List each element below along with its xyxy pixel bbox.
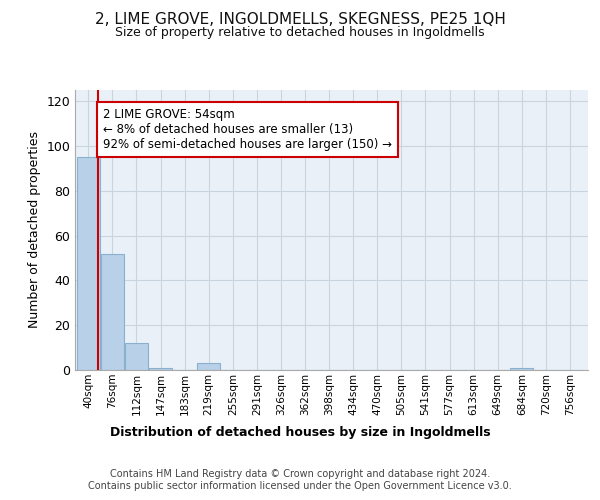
Text: Contains HM Land Registry data © Crown copyright and database right 2024.: Contains HM Land Registry data © Crown c… bbox=[110, 469, 490, 479]
Text: 2, LIME GROVE, INGOLDMELLS, SKEGNESS, PE25 1QH: 2, LIME GROVE, INGOLDMELLS, SKEGNESS, PE… bbox=[95, 12, 505, 28]
Bar bbox=[77, 157, 100, 370]
Bar bbox=[149, 368, 172, 370]
Bar bbox=[197, 364, 220, 370]
Bar bbox=[125, 343, 148, 370]
Bar bbox=[101, 254, 124, 370]
Bar bbox=[511, 368, 533, 370]
Text: 2 LIME GROVE: 54sqm
← 8% of detached houses are smaller (13)
92% of semi-detache: 2 LIME GROVE: 54sqm ← 8% of detached hou… bbox=[103, 108, 392, 151]
Y-axis label: Number of detached properties: Number of detached properties bbox=[28, 132, 41, 328]
Text: Contains public sector information licensed under the Open Government Licence v3: Contains public sector information licen… bbox=[88, 481, 512, 491]
Text: Distribution of detached houses by size in Ingoldmells: Distribution of detached houses by size … bbox=[110, 426, 490, 439]
Text: Size of property relative to detached houses in Ingoldmells: Size of property relative to detached ho… bbox=[115, 26, 485, 39]
